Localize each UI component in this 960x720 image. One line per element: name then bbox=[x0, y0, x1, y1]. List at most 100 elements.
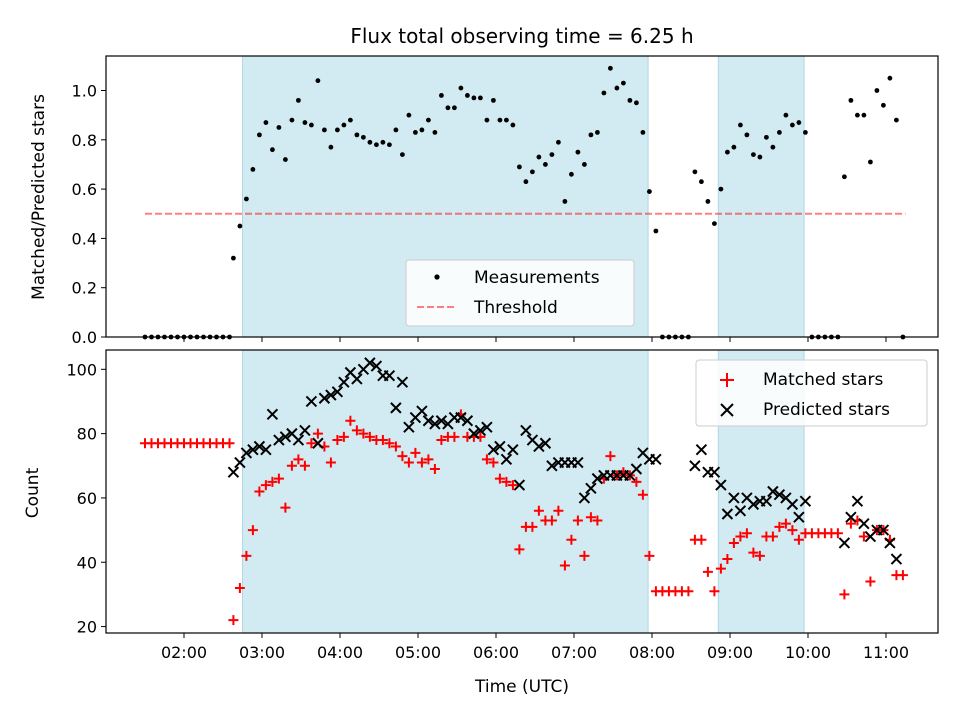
measurement-point bbox=[484, 117, 490, 123]
measurement-point bbox=[510, 122, 516, 128]
predicted-stars-point bbox=[474, 424, 487, 437]
matched-stars-point bbox=[364, 431, 375, 442]
predicted-stars-point bbox=[364, 357, 376, 369]
measurement-point bbox=[237, 223, 243, 229]
measurement-point bbox=[406, 112, 412, 118]
matched-stars-point bbox=[273, 473, 284, 484]
matched-stars-point bbox=[715, 563, 726, 574]
matched-stars-point bbox=[481, 454, 492, 465]
predicted-stars-point bbox=[331, 386, 344, 398]
predicted-stars-point bbox=[539, 437, 552, 449]
measurement-point bbox=[543, 162, 548, 167]
matched-stars-point bbox=[332, 435, 343, 446]
measurement-point bbox=[231, 255, 236, 261]
measurement-point bbox=[881, 102, 886, 108]
matched-stars-point bbox=[735, 531, 746, 542]
measurement-point bbox=[322, 127, 327, 133]
matched-stars-point bbox=[377, 435, 388, 446]
x-tick-label: 06:00 bbox=[473, 643, 519, 662]
measurement-point bbox=[341, 122, 347, 128]
predicted-stars-point bbox=[234, 456, 246, 469]
measurement-point bbox=[601, 90, 607, 96]
predicted-stars-point bbox=[227, 466, 240, 478]
measurement-point bbox=[413, 130, 418, 135]
matched-stars-point bbox=[683, 586, 694, 597]
predicted-stars-point bbox=[500, 453, 513, 466]
predicted-stars-point bbox=[279, 431, 292, 443]
measurement-point bbox=[432, 130, 438, 135]
predicted-stars-point bbox=[884, 537, 896, 549]
measurement-point bbox=[790, 122, 795, 128]
measurement-point bbox=[770, 144, 776, 150]
measurement-point bbox=[738, 122, 743, 128]
matched-stars-point bbox=[767, 531, 778, 542]
measurement-point bbox=[289, 117, 295, 123]
matched-stars-point bbox=[488, 457, 499, 468]
predicted-stars-point bbox=[838, 537, 851, 549]
matched-stars-point bbox=[403, 457, 414, 468]
predicted-stars-point bbox=[721, 508, 734, 520]
measurement-point bbox=[861, 112, 867, 118]
predicted-stars-point bbox=[689, 460, 701, 472]
matched-stars-point bbox=[897, 570, 908, 581]
matched-stars-point bbox=[631, 476, 642, 487]
y-tick-label: 40 bbox=[77, 553, 97, 572]
matched-stars-point bbox=[351, 425, 362, 436]
measurement-point bbox=[699, 179, 704, 185]
matched-stars-point bbox=[559, 560, 570, 571]
x-tick-label: 03:00 bbox=[239, 643, 285, 662]
measurement-point bbox=[302, 120, 308, 125]
predicted-stars-point bbox=[578, 492, 591, 504]
matched-stars-point bbox=[286, 460, 297, 471]
matched-stars-point bbox=[325, 457, 336, 468]
predicted-stars-point bbox=[546, 460, 558, 472]
y-tick-label: 0.2 bbox=[72, 279, 97, 298]
predicted-stars-point bbox=[312, 437, 324, 449]
matched-stars-point bbox=[566, 534, 577, 545]
y-tick-label: 0.8 bbox=[72, 131, 97, 150]
measurement-point bbox=[478, 95, 483, 101]
predicted-stars-point bbox=[247, 443, 259, 456]
predicted-stars-point bbox=[591, 472, 604, 485]
matched-stars-point bbox=[449, 431, 460, 442]
predicted-stars-point bbox=[513, 479, 526, 491]
measurement-point bbox=[627, 97, 633, 103]
measurement-point bbox=[458, 85, 464, 91]
measurement-point bbox=[751, 152, 756, 157]
matched-stars-point bbox=[527, 521, 538, 532]
matched-stars-point bbox=[780, 518, 791, 529]
matched-stars-point bbox=[429, 463, 440, 474]
y-tick-label: 1.0 bbox=[72, 82, 97, 101]
matched-stars-point bbox=[501, 476, 512, 487]
x-tick-label: 05:00 bbox=[395, 643, 441, 662]
measurement-point bbox=[276, 125, 282, 130]
x-tick-label: 08:00 bbox=[629, 643, 675, 662]
measurement-point bbox=[387, 142, 392, 148]
measurement-point bbox=[445, 105, 451, 111]
predicted-stars-point bbox=[630, 463, 643, 475]
measurement-point bbox=[439, 93, 444, 98]
matched-stars-point bbox=[579, 550, 590, 561]
measurement-point bbox=[894, 117, 899, 123]
measurement-point bbox=[335, 127, 340, 133]
matched-stars-point bbox=[774, 521, 785, 532]
matched-stars-point bbox=[397, 451, 408, 462]
bottom-plot-frame bbox=[105, 349, 939, 634]
predicted-stars-point bbox=[760, 495, 773, 507]
chart-title: Flux total observing time = 6.25 h bbox=[350, 24, 693, 48]
measurement-point bbox=[471, 95, 477, 101]
measurement-point bbox=[705, 199, 711, 204]
measurement-point bbox=[718, 186, 724, 192]
matched-stars-point bbox=[722, 554, 733, 565]
matched-stars-point bbox=[572, 515, 583, 526]
matched-stars-point bbox=[793, 534, 804, 545]
y-tick-label: 0.6 bbox=[72, 180, 97, 199]
y-tick-label: 60 bbox=[77, 489, 97, 508]
matched-stars-point bbox=[234, 582, 245, 593]
measurement-point bbox=[517, 164, 522, 170]
predicted-stars-point bbox=[715, 479, 727, 491]
measurement-point bbox=[530, 169, 535, 175]
measurement-point bbox=[380, 139, 386, 145]
predicted-stars-point bbox=[858, 517, 870, 530]
bottom-y-ticks: 20 40 60 80 100 bbox=[66, 360, 106, 637]
